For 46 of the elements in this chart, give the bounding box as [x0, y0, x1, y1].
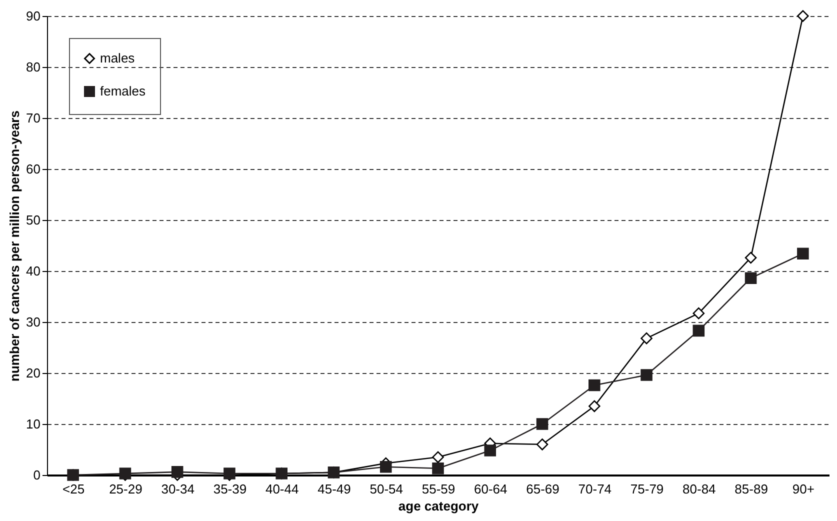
x-axis-title: age category	[398, 498, 480, 514]
point	[588, 400, 600, 412]
x-tick-label: 30-34	[161, 482, 194, 496]
y-tick-label: 60	[26, 162, 40, 176]
x-tick-label: 55-59	[422, 482, 456, 496]
y-tick-label: 0	[33, 468, 40, 482]
y-tick-label: 50	[26, 212, 40, 228]
point	[432, 451, 444, 464]
x-tick-label: 75-79	[630, 482, 664, 496]
x-tick-label: 85-89	[734, 482, 768, 496]
y-tick-label: 10	[26, 416, 40, 432]
point	[744, 252, 757, 264]
y-axis-title: number of cancers per million person-years	[7, 110, 22, 382]
y-tick-label: 80	[26, 60, 40, 74]
point	[744, 272, 757, 284]
x-tick-label: <25	[62, 482, 85, 496]
x-tick-label: 25-29	[109, 482, 142, 496]
point	[171, 466, 184, 478]
point	[692, 324, 705, 337]
x-tick-label: 35-39	[213, 482, 247, 496]
x-tick-label: 40-44	[265, 482, 299, 496]
point	[588, 379, 600, 392]
x-tick-label: 50-54	[370, 482, 403, 496]
legend-label: females	[100, 84, 146, 98]
y-tick-label: 90	[26, 8, 40, 24]
y-tick-label: 40	[26, 264, 40, 278]
y-tick-label: 30	[26, 314, 40, 330]
point	[640, 332, 652, 344]
point	[536, 438, 548, 450]
x-tick-label: 90+	[792, 482, 814, 496]
x-tick-label: 45-49	[318, 482, 351, 496]
x-tick-label: 65-69	[526, 482, 560, 496]
x-tick-label: 60-64	[474, 482, 508, 496]
point	[692, 307, 705, 320]
point	[536, 418, 548, 430]
y-tick-label: 20	[26, 366, 40, 380]
x-tick-label: 70-74	[578, 482, 612, 496]
point	[640, 369, 652, 381]
legend-label: males	[100, 50, 136, 66]
x-tick-label: 80-84	[682, 482, 716, 496]
y-tick-label: 70	[26, 110, 40, 126]
point	[797, 248, 809, 260]
point	[484, 444, 496, 456]
point	[380, 460, 392, 473]
point	[797, 10, 809, 22]
point	[432, 462, 444, 474]
